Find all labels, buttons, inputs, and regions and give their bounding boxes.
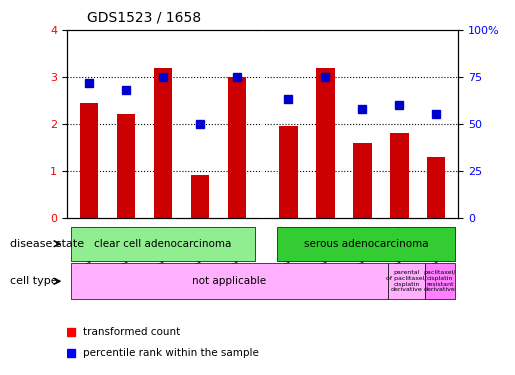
- Text: parental
of paclitaxel/
cisplatin
derivative: parental of paclitaxel/ cisplatin deriva…: [386, 270, 427, 292]
- FancyBboxPatch shape: [425, 263, 455, 299]
- Bar: [390, 133, 408, 218]
- Bar: [80, 103, 98, 218]
- Bar: [191, 176, 209, 217]
- Text: GDS1523 / 1658: GDS1523 / 1658: [87, 10, 201, 25]
- Text: cell type: cell type: [10, 276, 58, 286]
- FancyBboxPatch shape: [388, 263, 425, 299]
- Bar: [117, 114, 135, 218]
- Text: not applicable: not applicable: [193, 276, 266, 286]
- FancyBboxPatch shape: [71, 263, 388, 299]
- Text: transformed count: transformed count: [82, 327, 180, 337]
- Bar: [228, 77, 246, 218]
- Bar: [279, 126, 298, 218]
- Bar: [353, 142, 372, 218]
- Bar: [153, 68, 172, 218]
- FancyBboxPatch shape: [71, 227, 255, 261]
- Text: disease state: disease state: [10, 239, 84, 249]
- Text: clear cell adenocarcinoma: clear cell adenocarcinoma: [94, 239, 232, 249]
- Text: percentile rank within the sample: percentile rank within the sample: [82, 348, 259, 357]
- Bar: [316, 68, 335, 218]
- Text: paclitaxel/
cisplatin
resistant
derivative: paclitaxel/ cisplatin resistant derivati…: [424, 270, 456, 292]
- FancyBboxPatch shape: [278, 227, 455, 261]
- Bar: [427, 157, 445, 218]
- Text: serous adenocarcinoma: serous adenocarcinoma: [304, 239, 428, 249]
